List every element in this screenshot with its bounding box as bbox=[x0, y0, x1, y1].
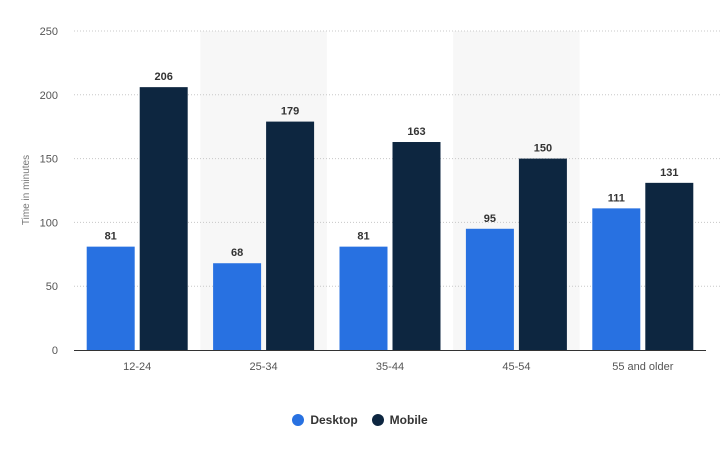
bar-mobile bbox=[645, 182, 694, 350]
y-tick-label: 250 bbox=[40, 26, 58, 38]
y-axis-ticks: 0 50 100 150 200 250 bbox=[40, 26, 58, 357]
bar-desktop bbox=[465, 228, 514, 350]
data-label: 95 bbox=[484, 213, 496, 225]
bar-mobile bbox=[139, 87, 188, 351]
bar-mobile bbox=[392, 142, 441, 350]
x-tick-label: 35-44 bbox=[376, 361, 404, 373]
data-label: 68 bbox=[231, 247, 243, 259]
y-tick-label: 150 bbox=[40, 154, 58, 166]
legend-swatch-desktop bbox=[292, 414, 305, 426]
x-axis-ticks: 12-24 25-34 35-44 45-54 55 and older bbox=[123, 361, 674, 373]
x-tick-label: 45-54 bbox=[502, 361, 530, 373]
data-label: 81 bbox=[105, 231, 117, 243]
y-tick-label: 50 bbox=[46, 281, 58, 293]
data-label: 179 bbox=[281, 106, 299, 118]
data-labels: 81 206 68 179 81 163 95 150 111 131 bbox=[105, 71, 679, 259]
legend-swatch-mobile bbox=[371, 414, 384, 426]
data-label: 111 bbox=[608, 192, 625, 204]
legend-label-mobile: Mobile bbox=[389, 413, 428, 427]
legend-item-desktop[interactable]: Desktop bbox=[292, 413, 358, 427]
x-tick-label: 12-24 bbox=[123, 361, 151, 373]
bar-desktop bbox=[592, 208, 641, 350]
y-tick-label: 0 bbox=[52, 345, 58, 357]
legend: Desktop Mobile bbox=[0, 413, 720, 427]
bars bbox=[86, 87, 694, 351]
y-tick-label: 200 bbox=[40, 90, 58, 102]
x-tick-label: 25-34 bbox=[250, 361, 278, 373]
data-label: 150 bbox=[534, 143, 552, 155]
legend-item-mobile[interactable]: Mobile bbox=[371, 413, 428, 427]
data-label: 81 bbox=[357, 231, 369, 243]
legend-label-desktop: Desktop bbox=[310, 413, 358, 427]
data-label: 206 bbox=[155, 71, 173, 83]
bar-desktop bbox=[213, 263, 262, 350]
bar-mobile bbox=[266, 121, 315, 350]
data-label: 163 bbox=[407, 126, 425, 138]
bar-desktop bbox=[86, 246, 135, 350]
x-tick-label: 55 and older bbox=[612, 361, 673, 373]
bar-desktop bbox=[339, 246, 388, 350]
y-axis-title: Time in minutes bbox=[21, 155, 32, 225]
data-label: 131 bbox=[660, 167, 678, 179]
y-tick-label: 100 bbox=[40, 217, 58, 229]
bar-mobile bbox=[518, 158, 567, 350]
